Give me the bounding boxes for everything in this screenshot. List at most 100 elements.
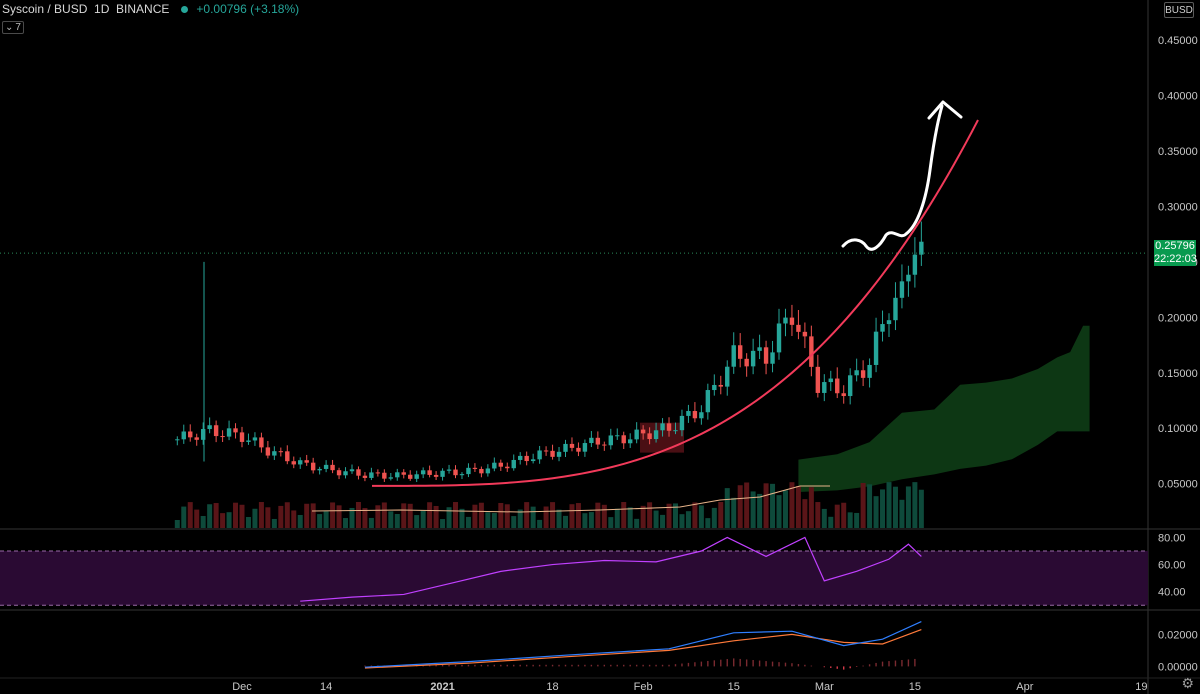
candle-body xyxy=(899,281,905,298)
volume-bar xyxy=(310,503,316,528)
volume-bar xyxy=(601,504,607,528)
volume-bar xyxy=(808,487,814,528)
market-status-icon xyxy=(181,5,189,13)
volume-bar xyxy=(854,512,860,528)
candle-body xyxy=(194,437,199,440)
candle-body xyxy=(873,331,879,365)
candle-body xyxy=(272,451,277,456)
settings-gear-icon[interactable]: ⚙ xyxy=(1181,675,1194,691)
candle-body xyxy=(285,451,290,462)
candle-body xyxy=(459,474,465,476)
volume-bar xyxy=(291,510,297,528)
volume-bar xyxy=(465,516,471,528)
volume-bar xyxy=(485,512,491,528)
candle-body xyxy=(582,443,588,452)
volume-bar xyxy=(595,502,601,528)
candle-body xyxy=(737,345,743,359)
volume-bar xyxy=(886,482,892,528)
candle-body xyxy=(220,436,225,438)
volume-bar xyxy=(388,511,394,528)
candle-body xyxy=(291,461,296,465)
volume-bar xyxy=(349,507,355,528)
volume-bar xyxy=(401,503,407,528)
volume-bar xyxy=(757,493,763,528)
candle-body xyxy=(595,437,601,445)
candle-body xyxy=(589,437,594,444)
volume-bar xyxy=(478,502,484,528)
candle-body xyxy=(259,437,264,448)
candle-body xyxy=(686,411,691,416)
volume-bar xyxy=(252,508,258,528)
price-axis-tick: 0.20000 xyxy=(1158,312,1198,324)
volume-bar xyxy=(899,499,905,528)
arrow-head xyxy=(927,100,963,120)
candle-body xyxy=(479,468,484,474)
volume-bar xyxy=(258,502,264,528)
rsi-line xyxy=(300,536,922,602)
macd-line xyxy=(364,621,922,668)
macd-axis-tick: 0.02000 xyxy=(1158,629,1198,641)
candle-body xyxy=(809,336,814,367)
volume-bars xyxy=(174,482,924,528)
time-axis-tick: Dec xyxy=(232,681,252,693)
volume-bar xyxy=(905,486,911,528)
last-price-label: 0.25796 xyxy=(1155,240,1195,252)
last-price-tag: 0.25796 22:22:03 xyxy=(1154,240,1197,266)
candle-body xyxy=(246,440,251,442)
indicators-toggle-button[interactable]: ⌄ 7 xyxy=(2,21,24,34)
volume-bar xyxy=(575,503,581,528)
volume-bar xyxy=(660,514,666,528)
price-axis-tick: 0.45000 xyxy=(1158,35,1198,47)
cloud-area xyxy=(798,325,1090,492)
volume-bar xyxy=(362,508,368,528)
symbol-name[interactable]: Syscoin / BUSD xyxy=(2,2,88,16)
volume-bar xyxy=(880,489,886,528)
volume-bar xyxy=(892,486,898,528)
volume-bar xyxy=(181,506,187,528)
candle-body xyxy=(776,323,782,353)
candle-body xyxy=(556,451,562,457)
candle-body xyxy=(175,439,180,441)
volume-bar xyxy=(737,485,743,528)
candle-body xyxy=(783,317,788,324)
volume-bar xyxy=(498,502,504,528)
volume-bar xyxy=(174,520,180,528)
candle-body xyxy=(731,345,736,367)
volume-bar xyxy=(556,509,562,528)
volume-bar xyxy=(847,512,853,528)
volume-ma-line xyxy=(311,485,830,513)
volume-bar xyxy=(621,502,627,528)
volume-bar xyxy=(614,508,620,528)
candle-body xyxy=(181,431,186,440)
candle-body xyxy=(757,347,762,351)
candle-body xyxy=(543,450,549,452)
candle-body xyxy=(615,435,620,437)
candle-body xyxy=(395,472,400,478)
price-axis-tick: 0.35000 xyxy=(1158,146,1198,158)
volume-bar xyxy=(427,502,433,528)
candle-body xyxy=(433,474,439,477)
candle-body xyxy=(446,469,452,471)
volume-bar xyxy=(608,517,614,528)
candle-body xyxy=(427,470,432,475)
candle-body xyxy=(725,366,730,387)
candle-body xyxy=(608,435,613,446)
volume-bar xyxy=(834,504,840,528)
volume-bar xyxy=(271,518,277,528)
currency-button[interactable]: BUSD xyxy=(1164,2,1194,18)
interval[interactable]: 1D xyxy=(94,2,110,16)
candle-body xyxy=(815,366,821,393)
volume-bar xyxy=(213,503,219,528)
price-axis-tick: 0.05000 xyxy=(1158,479,1198,491)
volume-bar xyxy=(433,505,439,528)
volume-bar xyxy=(685,511,691,528)
candle-body xyxy=(893,297,898,321)
volume-bar xyxy=(666,503,672,528)
candle-body xyxy=(835,378,840,394)
candle-body xyxy=(511,459,516,469)
candle-body xyxy=(679,415,685,431)
price-axis-tick: 0.10000 xyxy=(1158,423,1198,435)
volume-bar xyxy=(317,514,323,528)
volume-bar xyxy=(537,519,543,528)
